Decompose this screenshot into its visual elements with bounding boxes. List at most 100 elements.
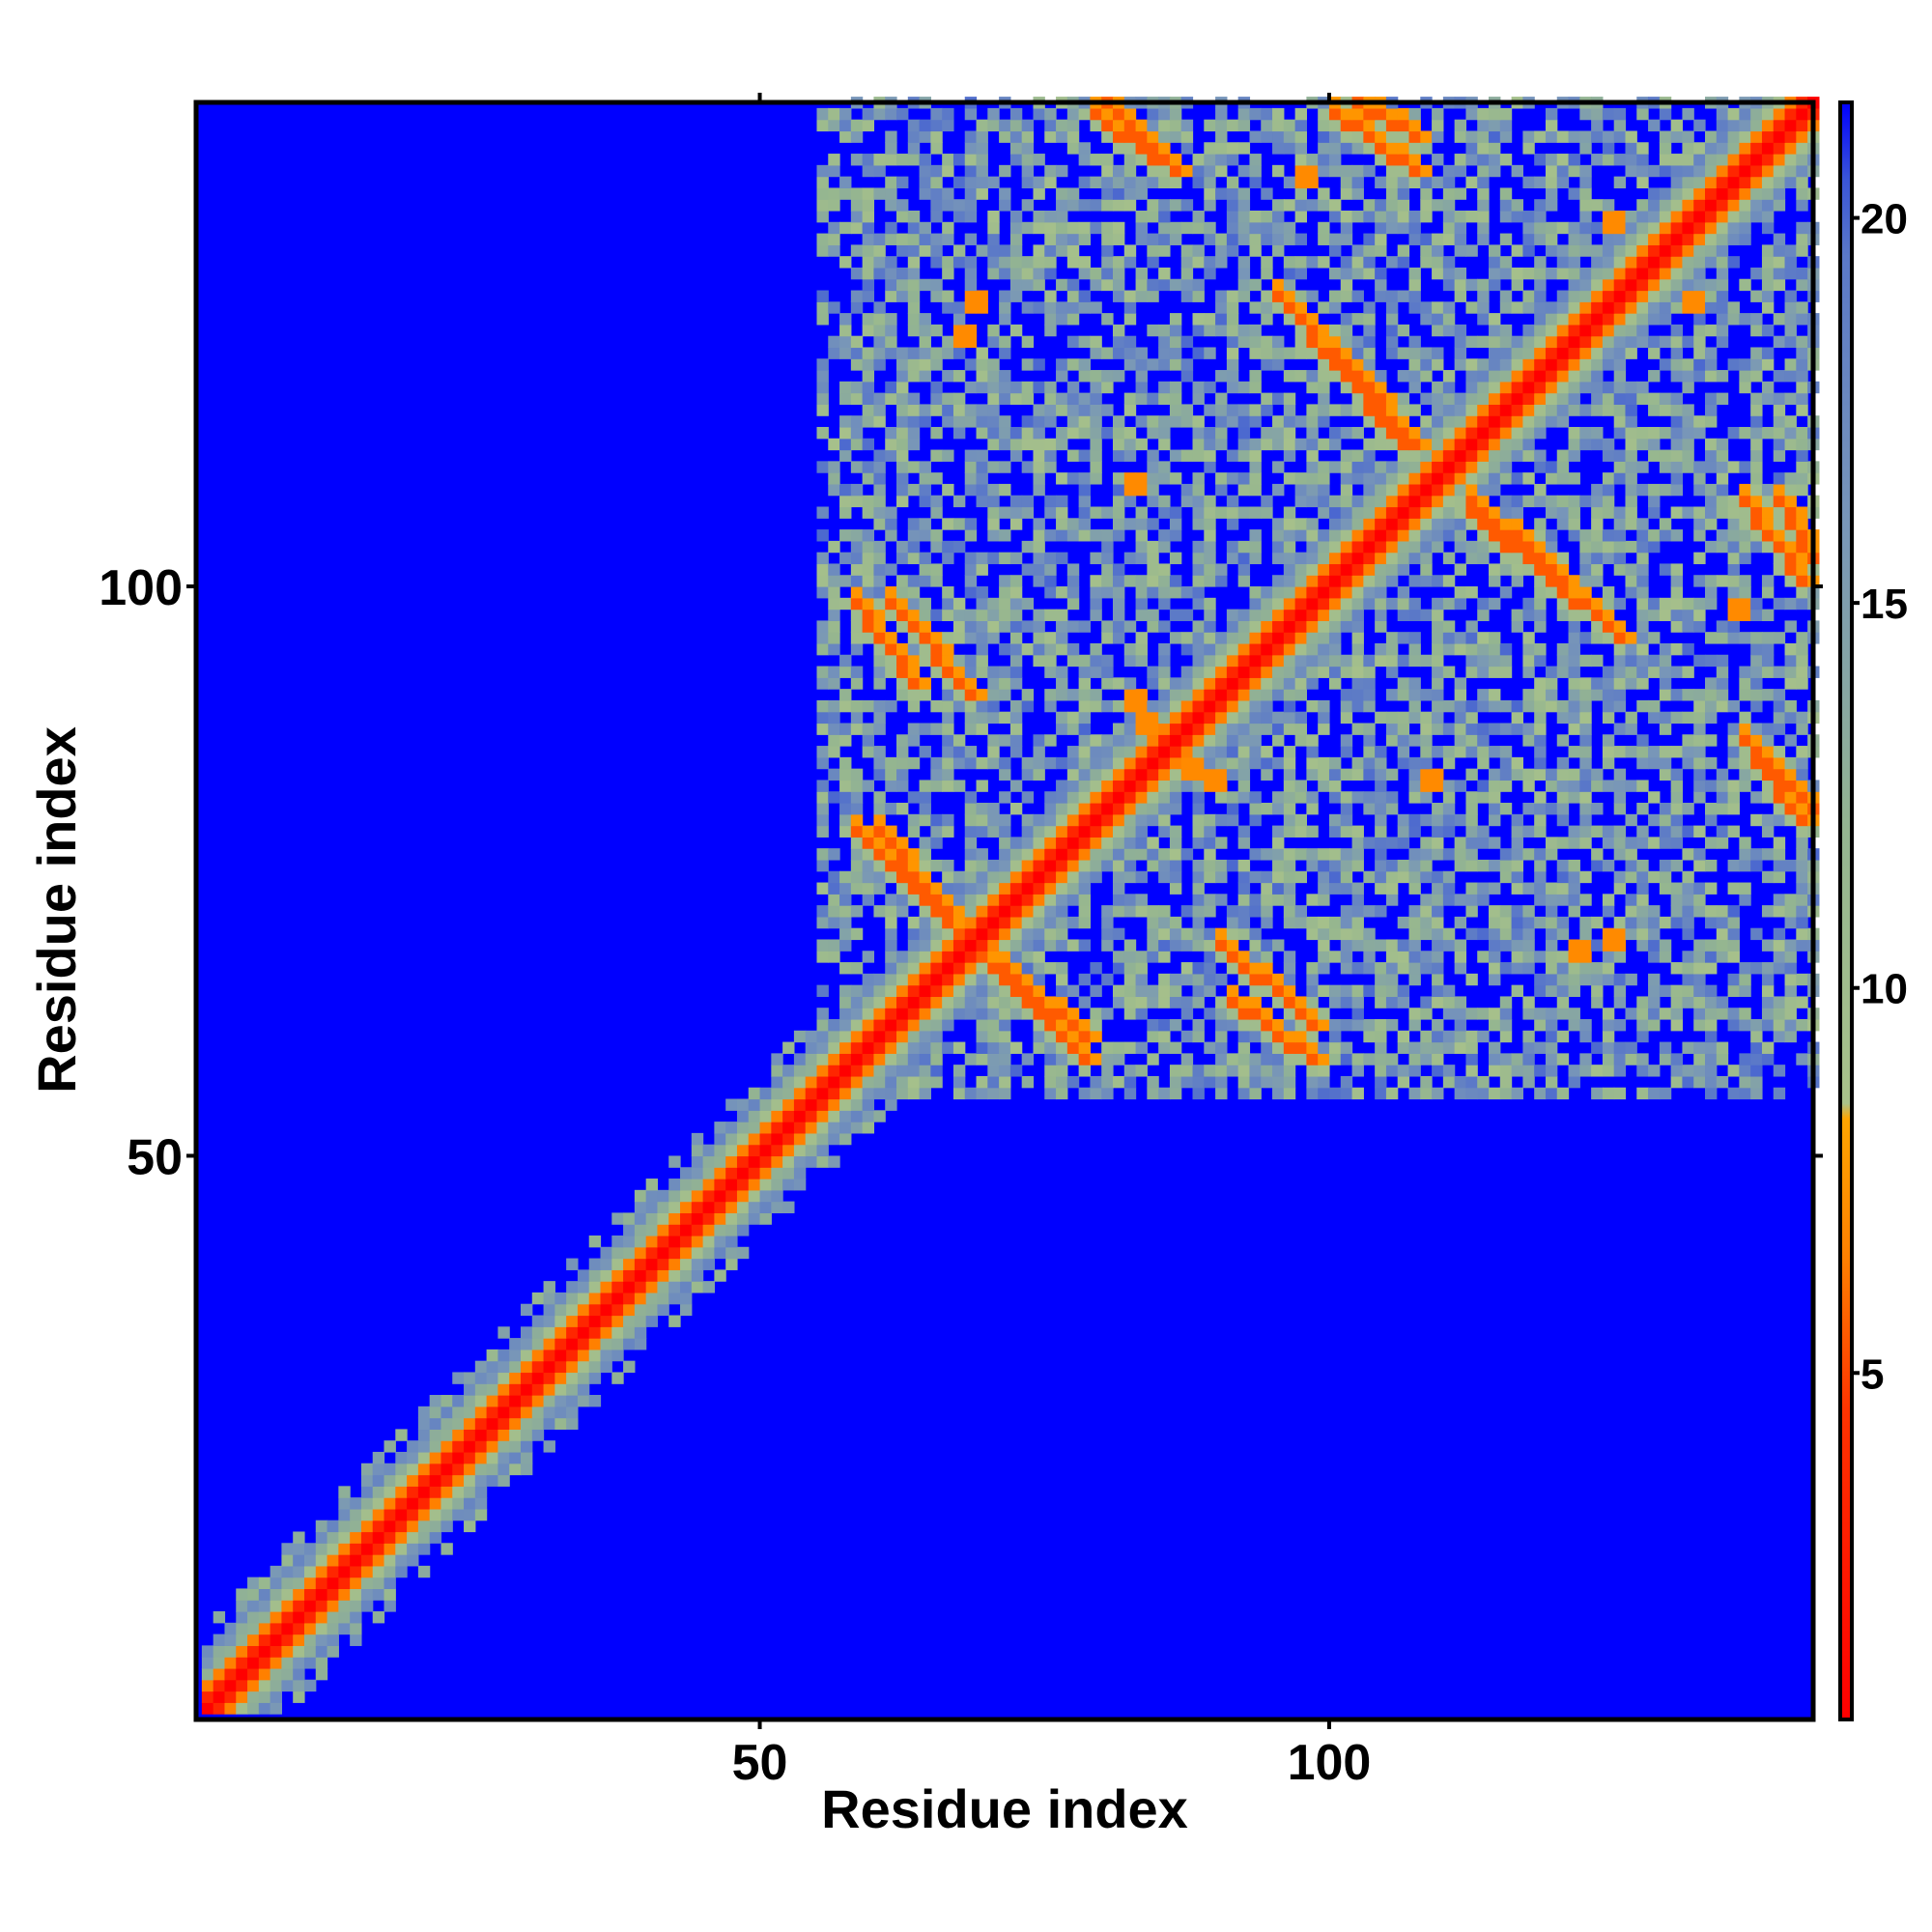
heatmap-cell [497,1349,510,1362]
heatmap-cell [885,438,897,451]
heatmap-cell [1009,984,1023,998]
heatmap-cell [1385,472,1399,485]
heatmap-cell [1021,689,1035,701]
heatmap-cell [1215,768,1228,781]
heatmap-cell [1545,848,1558,861]
heatmap-cell [1272,335,1285,349]
heatmap-cell [1522,723,1535,735]
heatmap-cell [372,1508,385,1521]
heatmap-cell [725,1167,738,1179]
heatmap-cell [1169,575,1182,587]
heatmap-cell [1328,586,1342,599]
heatmap-cell [1773,335,1786,349]
heatmap-cell [395,1554,408,1567]
heatmap-cell [930,813,943,827]
heatmap-cell [1294,529,1307,542]
heatmap-cell [952,746,966,758]
heatmap-cell [1112,780,1125,792]
heatmap-cell [1784,540,1797,554]
heatmap-cell [1636,620,1649,633]
heatmap-cell [1169,780,1182,792]
heatmap-cell [303,1565,317,1578]
heatmap-cell [1761,529,1775,542]
heatmap-cell [1283,290,1296,302]
heatmap-cell [600,1292,612,1305]
heatmap-cell [1477,927,1490,941]
heatmap-cell [1215,632,1228,644]
heatmap-cell [987,324,1000,337]
heatmap-cell [1397,996,1410,1009]
heatmap-cell [816,552,829,565]
heatmap-cell [1340,540,1353,554]
heatmap-cell [1169,870,1182,884]
heatmap-cell [1112,495,1125,508]
heatmap-cell [1101,620,1114,633]
heatmap-cell [1169,837,1182,849]
heatmap-cell [1534,415,1547,428]
heatmap-cell [1192,791,1205,804]
heatmap-cell [1442,1075,1456,1089]
heatmap-cell [1556,1053,1570,1065]
heatmap-cell [1705,859,1718,872]
heatmap-cell [1397,324,1410,337]
heatmap-cell [930,290,943,302]
heatmap-cell [1682,951,1694,963]
heatmap-cell [771,1110,783,1122]
heatmap-cell [1021,506,1035,519]
heatmap-cell [1489,859,1501,872]
heatmap-cell [1534,734,1547,747]
heatmap-cell [1318,324,1330,337]
heatmap-cell [1489,689,1501,701]
heatmap-cell [942,894,954,906]
heatmap-cell [1147,723,1159,735]
heatmap-cell [1568,426,1580,440]
heatmap-cell [1568,620,1580,633]
heatmap-cell [1192,426,1205,440]
heatmap-cell [919,780,931,792]
heatmap-cell [930,973,943,986]
heatmap-cell [1556,472,1570,485]
heatmap-cell [611,1292,624,1305]
heatmap-cell [907,1041,921,1054]
heatmap-cell [1397,506,1410,519]
heatmap-cell [999,1008,1011,1020]
heatmap-cell [1123,449,1137,462]
heatmap-cell [1112,768,1125,781]
heatmap-cell [1385,894,1399,906]
heatmap-cell [1192,916,1205,929]
heatmap-cell [987,552,1000,565]
heatmap-cell [1591,1087,1604,1100]
heatmap-cell [1511,404,1523,416]
heatmap-cell [999,734,1011,747]
heatmap-cell [1033,882,1045,895]
heatmap-cell [1477,689,1490,701]
heatmap-cell [952,620,966,633]
heatmap-cell [1044,575,1057,587]
heatmap-cell [566,1417,579,1430]
heatmap-cell [1033,449,1045,462]
heatmap-cell [1648,905,1661,918]
heatmap-cell [1682,381,1694,394]
heatmap-cell [1283,392,1296,405]
heatmap-cell [1044,1053,1057,1065]
heatmap-cell [1477,756,1490,770]
heatmap-cell [1442,404,1456,416]
heatmap-cell [1226,404,1239,416]
heatmap-cell [1432,404,1444,416]
heatmap-cell [1659,984,1672,998]
heatmap-cell [1261,426,1273,440]
heatmap-cell [1147,927,1159,941]
heatmap-cell [1066,586,1080,599]
heatmap-cell [1226,791,1239,804]
heatmap-cell [1351,529,1364,542]
heatmap-cell [1009,962,1023,975]
heatmap-cell [1511,882,1523,895]
heatmap-cell [1078,791,1092,804]
heatmap-cell [1511,711,1523,724]
heatmap-cell [1101,313,1114,326]
heatmap-cell [839,734,852,747]
heatmap-cell [315,1657,328,1669]
heatmap-cell [1568,973,1580,986]
heatmap-cell [850,632,864,644]
heatmap-cell [1261,848,1273,861]
